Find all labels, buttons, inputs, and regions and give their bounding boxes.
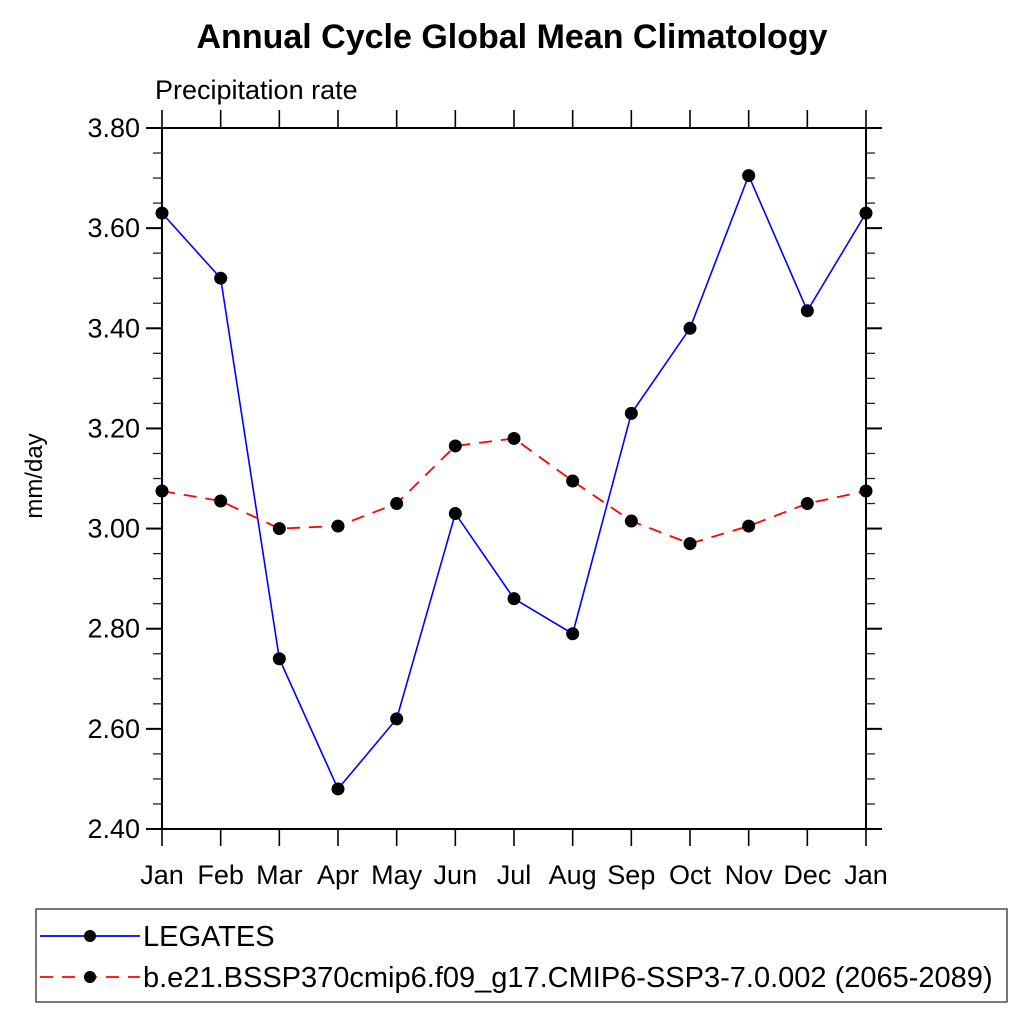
data-point-model (683, 537, 697, 551)
month-label: Apr (317, 860, 359, 890)
data-point-model (859, 484, 873, 498)
data-point-model (155, 484, 169, 498)
plot-frame (161, 127, 867, 830)
legend-label-model: b.e21.BSSP370cmip6.f09_g17.CMIP6-SSP3-7.… (143, 962, 993, 994)
month-label: Jul (497, 860, 532, 890)
legend-marker-legates-icon (84, 930, 96, 942)
y-tick-label: 3.20 (87, 413, 140, 443)
legend-label-legates: LEGATES (143, 921, 275, 953)
month-label: Jun (434, 860, 478, 890)
data-point-model (272, 522, 286, 536)
month-label: Oct (669, 860, 712, 890)
data-point-model (448, 439, 462, 453)
month-label: Feb (197, 860, 244, 890)
data-point-legates (448, 507, 462, 521)
y-tick-label: 3.60 (87, 213, 140, 243)
series-line-model (161, 437, 867, 545)
data-point-model (624, 514, 638, 528)
data-point-model (507, 431, 521, 445)
plot-layer (155, 169, 873, 796)
y-axis-label: mm/day (21, 433, 48, 518)
data-point-legates (624, 406, 638, 420)
data-point-legates (742, 169, 756, 183)
y-tick-label: 3.40 (87, 313, 140, 343)
month-label: Jan (140, 860, 184, 890)
data-point-legates (800, 304, 814, 318)
month-label: Nov (725, 860, 774, 890)
legend-box (35, 908, 1008, 1003)
data-point-model (390, 497, 404, 511)
data-point-legates (155, 206, 169, 220)
data-point-legates (859, 206, 873, 220)
data-point-legates (214, 271, 228, 285)
series-line-legates (161, 173, 867, 791)
chart-title: Annual Cycle Global Mean Climatology (197, 18, 828, 56)
data-point-model (214, 494, 228, 508)
month-label: Jan (844, 860, 888, 890)
month-label: Sep (607, 860, 655, 890)
y-tick-label: 2.40 (87, 814, 140, 844)
y-tick-label: 2.60 (87, 714, 140, 744)
y-tick-label: 2.80 (87, 614, 140, 644)
chart-subtitle: Precipitation rate (155, 75, 358, 105)
data-point-legates (507, 592, 521, 606)
data-point-legates (683, 321, 697, 335)
y-tick-label: 3.80 (87, 113, 140, 143)
month-label: Mar (256, 860, 303, 890)
data-point-legates (331, 782, 345, 796)
axes-layer: 2.40 2.60 2.80 3.00 3.20 3.40 3.60 3.80 Jan Feb Ma… (87, 110, 888, 890)
y-tick-label: 3.00 (87, 514, 140, 544)
data-point-legates (390, 712, 404, 726)
month-label: May (371, 860, 423, 890)
data-point-model (800, 497, 814, 511)
legend: LEGATES b.e21.BSSP370cmip6.f09_g17.CMIP6… (35, 908, 1008, 1003)
data-point-model (742, 519, 756, 533)
data-point-legates (272, 652, 286, 666)
legend-marker-model-icon (84, 971, 96, 983)
data-point-model (566, 474, 580, 488)
data-point-model (331, 519, 345, 533)
data-point-legates (566, 627, 580, 641)
month-label: Dec (783, 860, 831, 890)
month-label: Aug (549, 860, 597, 890)
